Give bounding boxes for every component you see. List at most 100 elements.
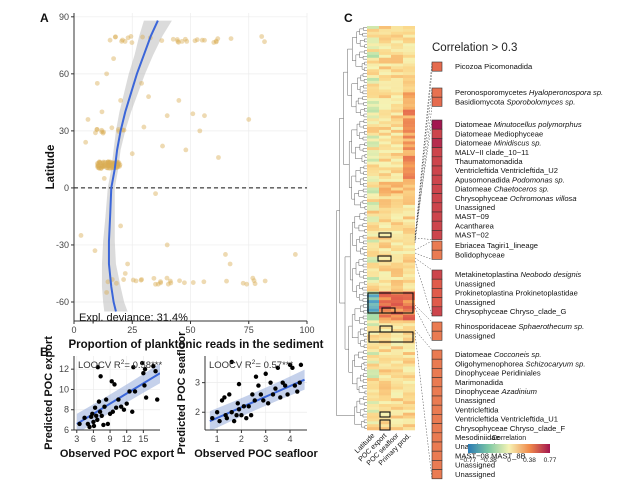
connector-line — [414, 61, 433, 239]
correlation-box — [431, 441, 443, 452]
heatmap-cell — [391, 288, 403, 292]
heatmap-cell — [379, 274, 391, 278]
dendrogram-branch — [351, 314, 359, 338]
heatmap-cell — [379, 331, 391, 336]
dendrogram-branch — [339, 118, 346, 304]
heatmap-cell — [379, 40, 391, 44]
heatmap-cell — [379, 190, 391, 194]
heatmap-cell — [403, 135, 415, 139]
heatmap-cell — [379, 103, 391, 108]
heatmap-cell — [367, 106, 379, 110]
panel-c-heatmap — [367, 26, 415, 431]
taxon-name: Prokinetoplastina Prokinetoplastidae — [455, 289, 578, 298]
heatmap-cell — [367, 80, 379, 85]
heatmap-cell — [379, 193, 391, 197]
heatmap-cell — [367, 54, 379, 59]
heatmap-cell — [367, 196, 379, 200]
panel-label-c: C — [344, 11, 353, 25]
dendrogram-branch — [359, 236, 364, 243]
heatmap-cell — [379, 106, 391, 110]
taxon-italic: Azadinium — [500, 387, 536, 396]
dendrogram-branch — [362, 413, 367, 418]
data-point — [99, 109, 105, 115]
taxon-label: Thaumatomonadida — [455, 157, 523, 166]
heatmap-cell — [367, 360, 379, 364]
dendrogram-branch — [362, 188, 367, 193]
data-point — [253, 374, 259, 379]
data-point — [252, 281, 258, 287]
heatmap-cell — [367, 233, 379, 237]
data-point — [120, 37, 125, 43]
heatmap-cell — [391, 124, 403, 128]
heatmap-cell — [379, 132, 391, 136]
heatmap-cell — [367, 158, 379, 162]
heatmap-cell — [379, 95, 391, 99]
heatmap-cell — [379, 406, 391, 411]
heatmap-cell — [367, 138, 379, 142]
heatmap-cell — [403, 331, 415, 336]
data-point — [132, 389, 138, 394]
heatmap-cell — [391, 196, 403, 200]
dendrogram-branch — [362, 258, 367, 262]
heatmap-cell — [379, 144, 391, 148]
data-point — [118, 223, 123, 229]
heatmap-cell — [367, 314, 379, 318]
taxon-italic: Neobodo designis — [520, 270, 581, 279]
taxon-name: Apusomonadida — [455, 175, 512, 184]
data-point — [119, 38, 125, 44]
heatmap-cell — [403, 265, 415, 269]
heatmap-cell — [391, 167, 403, 171]
heatmap-cell — [367, 242, 379, 246]
heatmap-cell — [379, 101, 391, 105]
dendrogram-branch — [363, 27, 367, 31]
heatmap-cell — [403, 308, 415, 312]
dendrogram-branch — [355, 262, 360, 275]
taxon-name: Unassigned — [455, 331, 495, 340]
dendrogram-branch — [356, 377, 361, 390]
taxon-label: Marimonadida — [455, 378, 504, 387]
heatmap-cell — [403, 233, 415, 237]
heatmap-cell — [391, 54, 403, 59]
heatmap-cell — [379, 216, 391, 220]
data-point — [160, 143, 165, 149]
heatmap-cell — [391, 331, 403, 336]
data-point — [96, 399, 102, 404]
connector-line — [414, 257, 433, 271]
heatmap-cell — [391, 354, 403, 359]
x-tick-label: 3 — [74, 434, 79, 444]
heatmap-cell — [391, 389, 403, 393]
heatmap-cell — [403, 181, 415, 186]
data-point — [96, 165, 102, 171]
heatmap-cell — [379, 225, 391, 229]
connector-line — [414, 304, 433, 323]
heatmap-cell — [367, 245, 379, 249]
data-point — [109, 379, 114, 384]
data-point — [115, 163, 121, 169]
highlight-box — [378, 232, 392, 238]
heatmap-cell — [403, 334, 415, 338]
data-point — [219, 398, 225, 403]
heatmap-cell — [403, 415, 415, 419]
data-point — [280, 380, 285, 385]
taxon-label: MAST−09 — [455, 212, 489, 221]
correlation-box — [431, 414, 443, 424]
heatmap-cell — [367, 144, 379, 148]
heatmap-cell — [379, 326, 391, 330]
panel-label-a: A — [40, 11, 49, 25]
y-tick-label: 8 — [64, 405, 69, 415]
dendrogram-branch — [362, 286, 367, 291]
data-point — [96, 163, 101, 169]
heatmap-cell — [367, 300, 379, 304]
y-tick-label: 90 — [59, 12, 69, 22]
data-point — [139, 80, 144, 86]
taxon-label: Unassigned — [455, 279, 495, 288]
data-point — [190, 280, 196, 285]
data-point — [110, 160, 116, 166]
data-point — [99, 413, 104, 419]
heatmap-cell — [403, 337, 415, 341]
dendrogram-branch — [363, 408, 367, 412]
heatmap-cell — [391, 75, 403, 79]
data-point — [229, 359, 234, 365]
heatmap-cell — [367, 349, 379, 353]
heatmap-cell — [367, 167, 379, 171]
